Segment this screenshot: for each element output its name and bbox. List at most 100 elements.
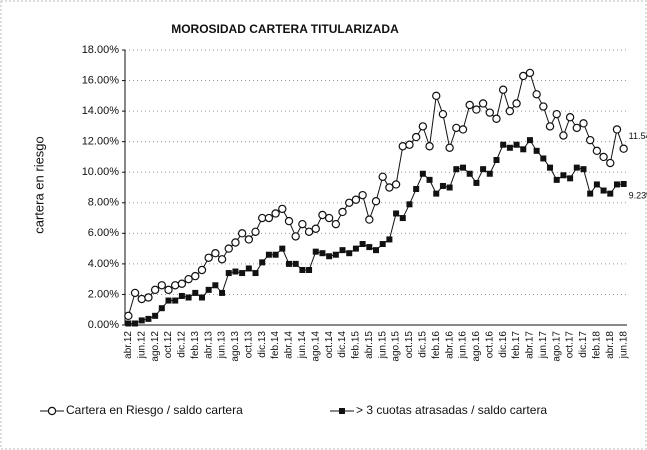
x-tick-label: jun.12 xyxy=(136,331,147,360)
point xyxy=(418,122,428,131)
point xyxy=(452,123,461,133)
point xyxy=(478,99,488,108)
point xyxy=(299,267,306,273)
point xyxy=(245,265,252,272)
point xyxy=(512,99,521,108)
y-tick-label: 18.00% xyxy=(82,44,120,56)
point xyxy=(525,68,535,78)
point xyxy=(606,158,615,168)
point xyxy=(620,180,627,187)
point xyxy=(324,213,334,223)
point xyxy=(232,268,239,275)
point xyxy=(138,317,145,324)
point xyxy=(612,125,622,134)
x-tick-label: dic.13 xyxy=(257,331,268,358)
point xyxy=(205,286,212,293)
legend-marker xyxy=(339,408,345,414)
x-tick-label: oct.15 xyxy=(404,331,415,359)
x-tick-label: ago.15 xyxy=(391,331,402,362)
point xyxy=(284,216,294,226)
point xyxy=(225,270,232,277)
point xyxy=(520,146,527,153)
x-tick-label: jun.17 xyxy=(538,331,549,360)
point xyxy=(373,247,379,254)
point xyxy=(553,176,560,183)
point xyxy=(480,166,487,173)
point xyxy=(185,294,192,301)
point xyxy=(231,238,240,247)
x-tick-label: abr.13 xyxy=(203,331,214,359)
point xyxy=(593,181,600,188)
x-tick-label: feb.15 xyxy=(351,331,362,359)
point xyxy=(197,265,207,275)
data-label: 9.23% xyxy=(629,190,647,200)
y-tick-label: 16.00% xyxy=(82,74,120,86)
point xyxy=(399,215,406,222)
point xyxy=(486,170,493,177)
legend-marker xyxy=(47,406,57,416)
x-tick-label: jun.14 xyxy=(297,331,308,360)
x-tick-label: abr.15 xyxy=(364,331,375,359)
x-tick-label: ago.17 xyxy=(551,331,562,362)
point xyxy=(264,213,274,223)
point xyxy=(567,175,574,182)
point xyxy=(164,285,173,295)
x-tick-label: dic.16 xyxy=(498,331,509,358)
x-tick-label: dic.15 xyxy=(417,331,428,358)
point xyxy=(513,141,520,148)
x-tick-label: feb.14 xyxy=(270,331,281,359)
point xyxy=(358,190,367,200)
point xyxy=(533,147,540,154)
x-tick-label: feb.16 xyxy=(431,331,442,359)
point xyxy=(419,170,426,177)
x-tick-label: feb.13 xyxy=(190,331,201,359)
point xyxy=(526,137,533,144)
point xyxy=(573,164,580,171)
point xyxy=(312,248,319,255)
point xyxy=(607,190,614,197)
point xyxy=(458,125,468,134)
chart-title: MOROSIDAD CARTERA TITULARIZADA xyxy=(171,22,399,36)
point xyxy=(545,122,555,131)
point xyxy=(519,71,528,81)
point xyxy=(331,219,341,229)
point xyxy=(237,229,247,238)
point xyxy=(212,282,219,289)
series-line xyxy=(127,72,625,316)
point xyxy=(352,245,359,252)
point xyxy=(585,135,595,145)
point xyxy=(579,119,588,128)
point xyxy=(145,315,152,322)
point xyxy=(265,251,272,258)
x-tick-label: feb.17 xyxy=(511,331,522,359)
y-axis-label: cartera en riesgo xyxy=(31,136,46,234)
y-tick-label: 14.00% xyxy=(82,105,120,117)
x-tick-label: abr.14 xyxy=(284,331,295,359)
point xyxy=(552,109,561,119)
y-tick-label: 12.00% xyxy=(82,136,120,148)
x-tick-label: jun.13 xyxy=(217,331,228,360)
point xyxy=(319,250,326,257)
legend-label: Cartera en Riesgo / saldo cartera xyxy=(66,403,243,417)
point xyxy=(217,255,227,264)
x-tick-label: jun.15 xyxy=(377,331,388,360)
point xyxy=(198,294,205,301)
point xyxy=(124,311,133,321)
data-label: 11.54% xyxy=(629,131,647,141)
point xyxy=(298,219,307,229)
point xyxy=(172,297,179,304)
x-tick-label: oct.17 xyxy=(565,331,576,359)
point xyxy=(152,312,159,319)
x-tick-label: abr.16 xyxy=(444,331,455,359)
x-tick-label: oct.12 xyxy=(163,331,174,359)
legend-label: > 3 cuotas atrasadas / saldo cartera xyxy=(356,403,547,417)
point xyxy=(279,245,286,252)
point xyxy=(425,142,434,151)
point xyxy=(311,224,320,233)
point xyxy=(572,123,582,133)
y-tick-label: 6.00% xyxy=(88,227,119,239)
point xyxy=(165,297,172,304)
point xyxy=(406,201,413,208)
point xyxy=(351,195,361,204)
